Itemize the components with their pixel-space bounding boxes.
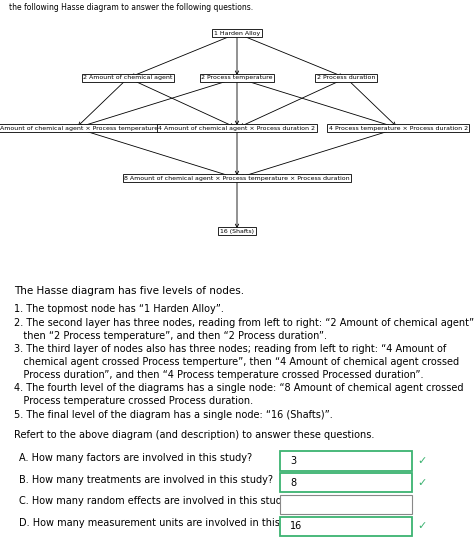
Text: 16 (Shafts): 16 (Shafts) [220, 229, 254, 234]
Text: ✓: ✓ [417, 478, 427, 488]
Text: Refert to the above diagram (and description) to answer these questions.: Refert to the above diagram (and descrip… [14, 430, 374, 440]
Text: Process duration”, and then “4 Process temperature crossed Processed duration”.: Process duration”, and then “4 Process t… [14, 370, 424, 380]
FancyBboxPatch shape [280, 517, 412, 536]
Text: 8: 8 [290, 478, 296, 488]
Text: B. How many treatments are involved in this study?: B. How many treatments are involved in t… [19, 474, 273, 485]
Text: 5. The final level of the diagram has a single node: “16 (Shafts)”.: 5. The final level of the diagram has a … [14, 410, 333, 420]
Text: 2. The second layer has three nodes, reading from left to right: “2 Amount of ch: 2. The second layer has three nodes, rea… [14, 318, 474, 328]
Text: 3: 3 [290, 456, 296, 466]
Text: 2 Process temperature: 2 Process temperature [201, 75, 273, 80]
Text: 4. The fourth level of the diagrams has a single node: “8 Amount of chemical age: 4. The fourth level of the diagrams has … [14, 383, 464, 394]
Text: 8 Amount of chemical agent × Process temperature × Process duration: 8 Amount of chemical agent × Process tem… [124, 176, 350, 181]
Text: 4 Amount of chemical agent × Process duration 2: 4 Amount of chemical agent × Process dur… [158, 126, 316, 130]
FancyBboxPatch shape [280, 473, 412, 492]
Text: Process temperature crossed Process duration.: Process temperature crossed Process dura… [14, 396, 253, 406]
Text: 2 Amount of chemical agent: 2 Amount of chemical agent [83, 75, 173, 80]
Text: A. How many factors are involved in this study?: A. How many factors are involved in this… [19, 453, 252, 463]
Text: chemical agent crossed Process temperture”, then “4 Amount of chemical agent cro: chemical agent crossed Process tempertur… [14, 357, 459, 367]
Text: 2 Process duration: 2 Process duration [317, 75, 375, 80]
Text: the following Hasse diagram to answer the following questions.: the following Hasse diagram to answer th… [9, 3, 254, 12]
Text: 1 Harden Alloy: 1 Harden Alloy [214, 31, 260, 36]
FancyBboxPatch shape [280, 495, 412, 514]
Text: 1. The topmost node has “1 Harden Alloy”.: 1. The topmost node has “1 Harden Alloy”… [14, 305, 224, 314]
Text: 4 Process temperature × Process duration 2: 4 Process temperature × Process duration… [328, 126, 468, 130]
Text: The Hasse diagram has five levels of nodes.: The Hasse diagram has five levels of nod… [14, 287, 244, 296]
Text: C. How many random effects are involved in this study?: C. How many random effects are involved … [19, 496, 293, 507]
Text: 4 Amount of chemical agent × Process temperature: 4 Amount of chemical agent × Process tem… [0, 126, 158, 130]
Text: D. How many measurement units are involved in this study?: D. How many measurement units are involv… [19, 518, 315, 529]
FancyBboxPatch shape [280, 451, 412, 471]
Text: 16: 16 [290, 521, 302, 531]
Text: ✓: ✓ [417, 456, 427, 466]
Text: 3. The third layer of nodes also has three nodes; reading from left to right: “4: 3. The third layer of nodes also has thr… [14, 345, 447, 354]
Text: then “2 Process temperature”, and then “2 Process duration”.: then “2 Process temperature”, and then “… [14, 331, 327, 341]
Text: ✓: ✓ [417, 521, 427, 531]
